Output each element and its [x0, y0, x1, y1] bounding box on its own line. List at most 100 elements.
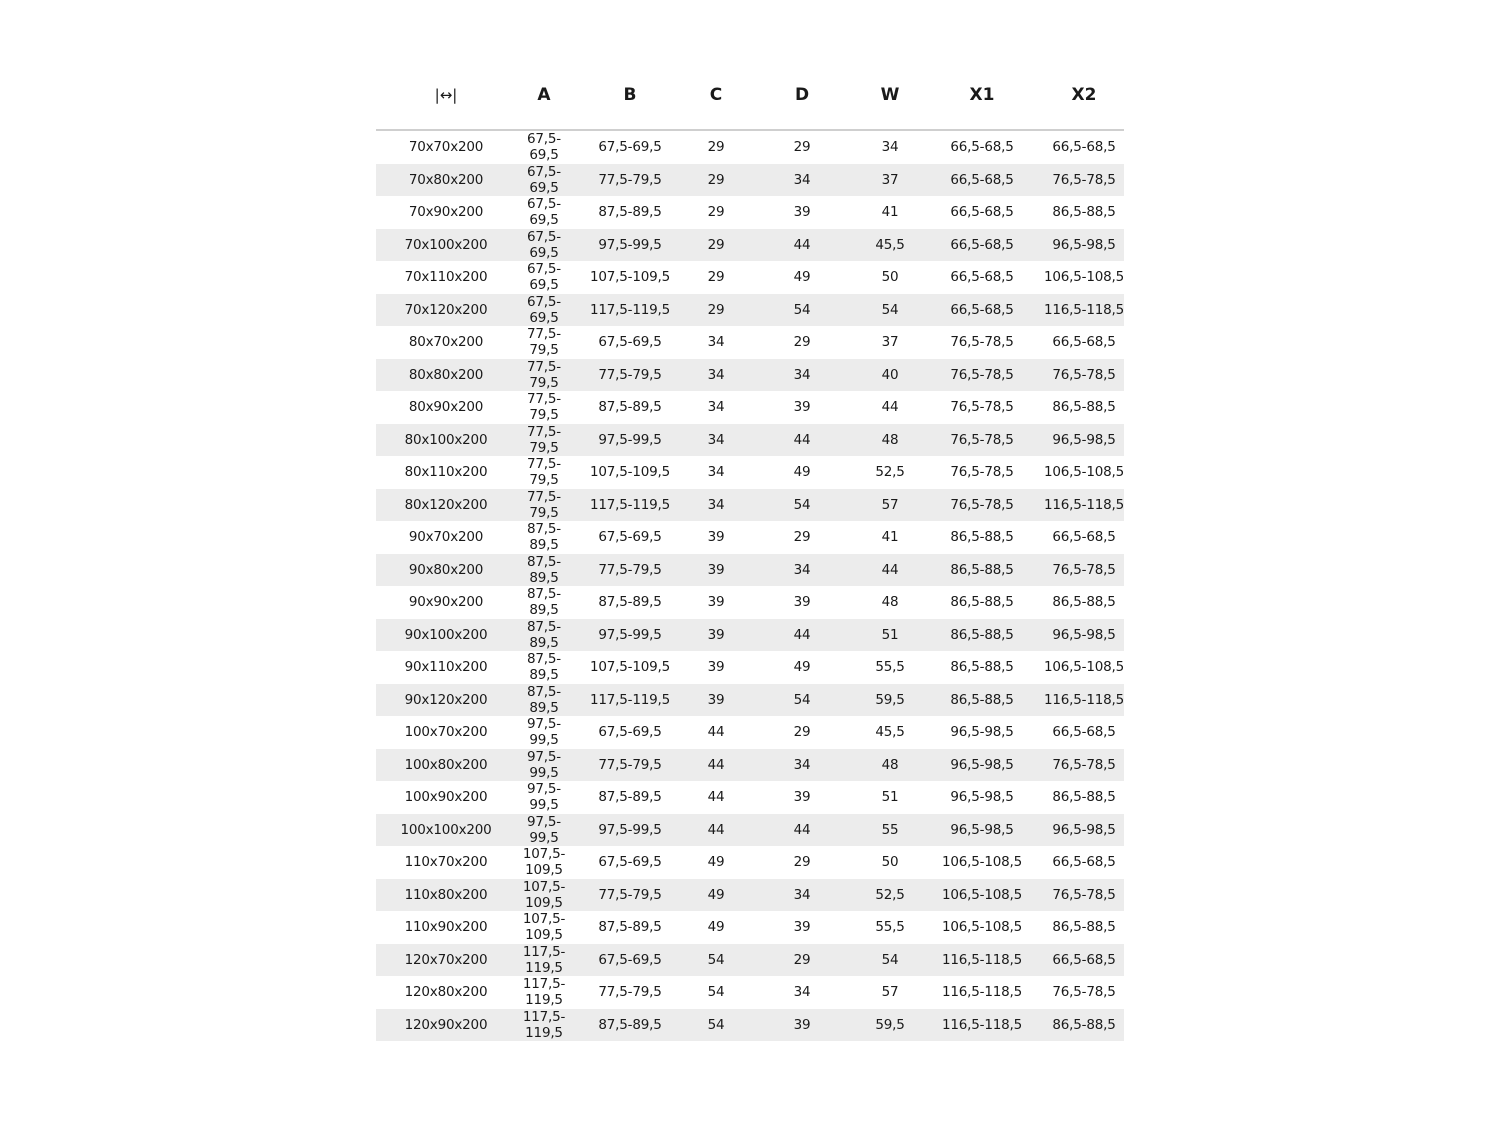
cell-c: 44 [688, 748, 744, 781]
cell-c: 54 [688, 943, 744, 976]
cell-c: 49 [707, 919, 725, 936]
cell-d: 34 [744, 878, 860, 911]
cell-size: 100x90x200 [404, 789, 488, 806]
cell-c: 39 [688, 618, 744, 651]
column-header-x2: X2 [1044, 60, 1124, 131]
table-row: 80x110x200 77,5-79,5 107,5-109,5 34 49 52,5 76… [376, 456, 1125, 489]
cell-a: 107,5-109,5 [522, 911, 566, 944]
cell-size: 100x100x200 [376, 813, 516, 846]
cell-w: 45,5 [860, 228, 920, 261]
cell-x1: 106,5-108,5 [920, 878, 1044, 911]
cell-a: 117,5-119,5 [516, 1008, 572, 1041]
cell-d: 34 [744, 748, 860, 781]
cell-b: 97,5-99,5 [572, 618, 688, 651]
cell-w: 55,5 [875, 919, 905, 936]
cell-size: 80x90x200 [408, 399, 484, 416]
cell-d: 29 [793, 854, 811, 871]
cell-a: 87,5-89,5 [516, 618, 572, 651]
table-row: 70x90x200 67,5-69,5 87,5-89,5 29 39 41 66,5-68… [376, 196, 1124, 229]
cell-d: 29 [793, 139, 811, 156]
cell-b: 67,5-69,5 [572, 943, 688, 976]
table-row: 120x80x200 117,5-119,5 77,5-79,5 54 34 57 116,… [376, 976, 1124, 1009]
cell-c: 34 [688, 358, 744, 391]
cell-c: 34 [707, 464, 725, 481]
cell-size: 70x100x200 [376, 228, 516, 261]
table-row: 100x80x200 97,5-99,5 77,5-79,5 44 34 48 96,5-9… [376, 748, 1124, 781]
cell-x2: 66,5-68,5 [1052, 529, 1116, 546]
cell-x1: 106,5-108,5 [942, 919, 1022, 936]
cell-size: 70x110x200 [404, 269, 488, 286]
column-header-x1: X1 [920, 60, 1044, 131]
cell-x1: 96,5-98,5 [920, 813, 1044, 846]
cell-d: 39 [793, 919, 811, 936]
cell-b: 77,5-79,5 [572, 358, 688, 391]
cell-size: 120x70x200 [376, 943, 516, 976]
cell-size: 120x90x200 [376, 1008, 516, 1041]
cell-x1: 106,5-108,5 [942, 854, 1022, 871]
cell-b: 107,5-109,5 [590, 269, 670, 286]
cell-d: 29 [744, 943, 860, 976]
cell-d: 39 [793, 204, 811, 221]
cell-b: 77,5-79,5 [572, 163, 688, 196]
cell-size: 80x100x200 [376, 423, 516, 456]
cell-size: 80x120x200 [376, 488, 516, 521]
cell-c: 29 [707, 269, 725, 286]
cell-d: 34 [744, 163, 860, 196]
cell-d: 29 [793, 529, 811, 546]
table-row: 80x100x200 77,5-79,5 97,5-99,5 34 44 48 76,5-7… [376, 423, 1124, 456]
cell-a: 97,5-99,5 [527, 716, 561, 749]
cell-size: 90x80x200 [376, 553, 516, 586]
table-row: 100x100x200 97,5-99,5 97,5-99,5 44 44 55 96,5-… [376, 813, 1124, 846]
cell-size: 90x120x200 [376, 683, 516, 716]
cell-w: 37 [860, 163, 920, 196]
cell-x1: 116,5-118,5 [942, 984, 1022, 1001]
cell-x1: 66,5-68,5 [920, 228, 1044, 261]
cell-w: 57 [860, 488, 920, 521]
cell-x1: 86,5-88,5 [920, 683, 1044, 716]
cell-x2: 106,5-108,5 [1044, 464, 1124, 481]
cell-c: 29 [707, 204, 725, 221]
cell-x2: 106,5-108,5 [1044, 659, 1124, 676]
cell-b: 97,5-99,5 [572, 228, 688, 261]
cell-x1: 86,5-88,5 [950, 594, 1014, 611]
cell-x1: 96,5-98,5 [920, 748, 1044, 781]
cell-size: 110x70x200 [404, 854, 488, 871]
column-header-b: B [572, 60, 688, 131]
cell-c: 34 [707, 334, 725, 351]
cell-size: 90x90x200 [408, 594, 484, 611]
cell-d: 34 [744, 553, 860, 586]
cell-size: 70x80x200 [376, 163, 516, 196]
cell-w: 51 [860, 618, 920, 651]
table-row: 90x80x200 87,5-89,5 77,5-79,5 39 34 44 86,5-88… [376, 553, 1124, 586]
cell-size: 110x80x200 [376, 878, 516, 911]
cell-x2: 66,5-68,5 [1052, 854, 1116, 871]
cell-x1: 76,5-78,5 [950, 334, 1014, 351]
cell-a: 107,5-109,5 [522, 846, 566, 879]
cell-x2: 76,5-78,5 [1044, 358, 1124, 391]
table-row: 120x90x200 117,5-119,5 87,5-89,5 54 39 59,5 11… [376, 1008, 1124, 1041]
cell-x2: 66,5-68,5 [1052, 139, 1116, 156]
cell-c: 39 [688, 683, 744, 716]
cell-w: 59,5 [860, 683, 920, 716]
cell-x2: 86,5-88,5 [1052, 204, 1116, 221]
cell-d: 34 [744, 358, 860, 391]
size-column-header: |↔| [376, 60, 516, 131]
cell-d: 54 [744, 683, 860, 716]
cell-d: 49 [793, 659, 811, 676]
cell-w: 41 [881, 529, 899, 546]
cell-d: 49 [793, 269, 811, 286]
cell-w: 51 [881, 789, 899, 806]
cell-b: 87,5-89,5 [598, 399, 662, 416]
cell-b: 117,5-119,5 [572, 488, 688, 521]
cell-d: 49 [793, 464, 811, 481]
cell-x1: 76,5-78,5 [950, 399, 1014, 416]
cell-d: 39 [744, 1008, 860, 1041]
cell-w: 50 [881, 854, 899, 871]
table-row: 80x90x200 77,5-79,5 87,5-89,5 34 39 44 76,5-78… [376, 391, 1124, 424]
cell-x2: 86,5-88,5 [1052, 399, 1116, 416]
cell-a: 77,5-79,5 [527, 391, 561, 424]
table-row: 70x100x200 67,5-69,5 97,5-99,5 29 44 45,5 66,5… [376, 228, 1124, 261]
cell-a: 117,5-119,5 [516, 943, 572, 976]
table-row: 110x70x200 107,5-109,5 67,5-69,5 49 29 50 106,… [376, 846, 1124, 879]
cell-x2: 76,5-78,5 [1052, 984, 1116, 1001]
